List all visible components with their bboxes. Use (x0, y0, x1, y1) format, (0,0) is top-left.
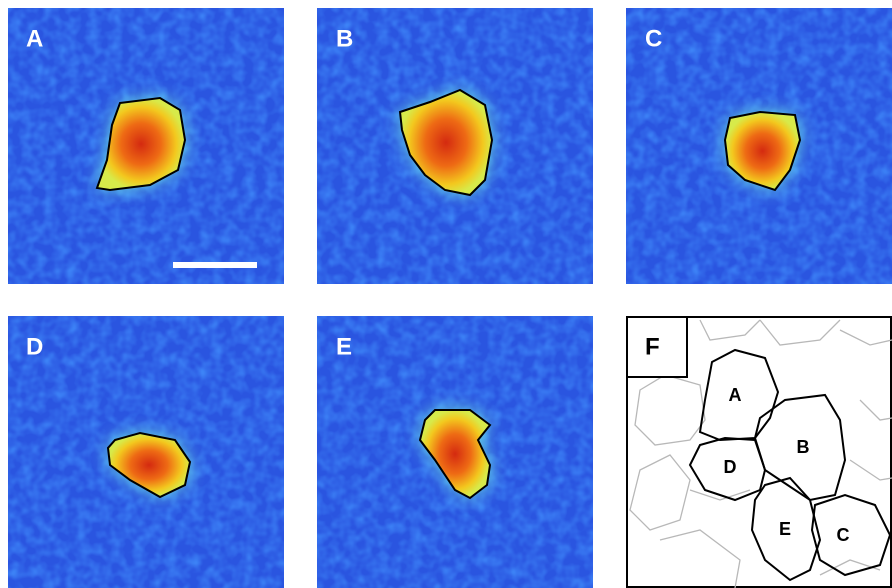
panel-a: A (8, 8, 284, 284)
scale-bar (173, 262, 257, 268)
cell-label: E (779, 519, 791, 539)
cell-label: C (837, 525, 850, 545)
panel-label: D (26, 333, 43, 360)
cell-label: D (724, 457, 737, 477)
cell-label: A (729, 385, 742, 405)
figure: A B C D E F A B (0, 0, 892, 588)
panel-b: B (317, 8, 593, 284)
panel-d: D (8, 316, 284, 588)
panel-label: E (336, 333, 352, 360)
panel-label: F (645, 333, 660, 360)
panel-label: C (645, 25, 662, 52)
panel-f: F A B D E C (627, 317, 892, 588)
panel-label: B (336, 25, 353, 52)
cell-label: B (797, 437, 810, 457)
panel-c: C (626, 8, 892, 284)
panel-label: A (26, 25, 43, 52)
panel-e: E (317, 316, 593, 588)
